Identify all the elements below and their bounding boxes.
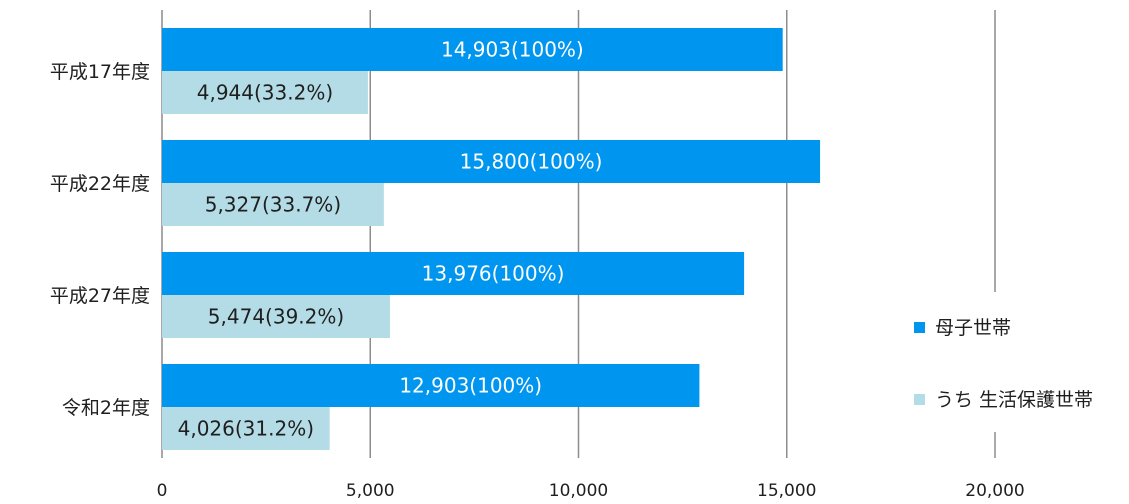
bar-s0-c3 [162,364,700,407]
data-label-s1-c3: 4,026(31.2%) [178,417,314,441]
category-label-2: 平成27年度 [50,285,150,307]
bar-s1-c1 [162,183,384,226]
bar-s1-c0 [162,71,368,114]
legend-label-0: 母子世帯 [935,317,1011,339]
legend: 母子世帯 うち 生活保護世帯 [914,317,1093,411]
data-label-s1-c0: 4,944(33.2%) [197,81,333,105]
bar-s1-c2 [162,295,390,338]
bar-s0-c0 [162,28,783,71]
category-label-0: 平成17年度 [50,61,150,83]
x-tick-label-1: 5,000 [346,481,395,501]
x-tick-label-0: 0 [157,481,168,501]
legend-swatch-0 [914,322,925,333]
category-label-1: 平成22年度 [50,173,150,195]
x-tick-label-2: 10,000 [549,481,608,501]
data-label-s0-c3: 12,903(100%) [399,374,542,398]
bar-s1-c3 [162,407,330,450]
legend-label-1: うち 生活保護世帯 [935,389,1093,411]
legend-item-1: うち 生活保護世帯 [914,389,1093,411]
bar-s0-c2 [162,252,745,295]
bars: 14,903(100%) 4,944(33.2%) 15,800(100%) 5,32… [162,28,821,450]
legend-swatch-1 [914,394,925,405]
data-label-s1-c1: 5,327(33.7%) [205,193,341,217]
data-label-s0-c0: 14,903(100%) [441,38,584,62]
x-tick-label-3: 15,000 [757,481,816,501]
data-label-s1-c2: 5,474(39.2%) [208,305,344,329]
legend-item-0: 母子世帯 [914,317,1011,339]
x-tick-labels: 0 5,000 10,000 15,000 20,000 [157,481,1025,501]
bar-s0-c1 [162,140,821,183]
data-label-s0-c1: 15,800(100%) [460,150,603,174]
data-label-s0-c2: 13,976(100%) [422,262,565,286]
x-tick-label-4: 20,000 [965,481,1024,501]
category-label-3: 令和2年度 [62,397,150,419]
